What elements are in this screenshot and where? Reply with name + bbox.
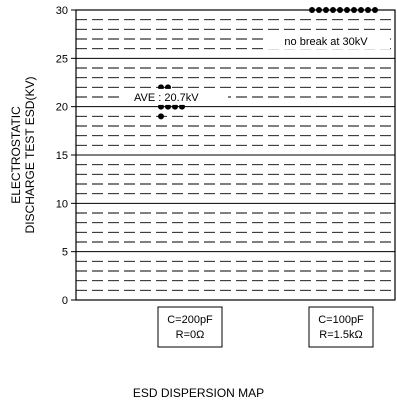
y-axis-label-line: ELECTROSTATIC <box>9 106 23 204</box>
y-tick-label: 30 <box>56 5 68 17</box>
y-tick-label: 20 <box>56 102 68 114</box>
data-point <box>179 103 185 110</box>
data-point <box>358 7 364 13</box>
annotation-background <box>264 33 390 49</box>
data-point <box>316 7 322 13</box>
y-tick-label: 5 <box>62 247 68 259</box>
category-box <box>308 306 374 348</box>
y-tick-label: 10 <box>56 198 68 210</box>
y-tick-label: 15 <box>56 150 68 162</box>
y-axis-label-line: DISCHARGE TEST ESD(KV) <box>23 77 37 234</box>
data-point <box>351 7 357 13</box>
data-point <box>165 103 171 110</box>
y-tick-label: 0 <box>62 295 68 307</box>
category-box <box>157 306 223 348</box>
annotation-background <box>124 88 228 105</box>
category-label-line: R=1.5kΩ <box>319 329 362 341</box>
average-annotation: AVE : 20.7kV <box>134 92 199 104</box>
y-axis-label: ELECTROSTATIC DISCHARGE TEST ESD(KV) <box>9 77 37 234</box>
data-point <box>158 113 164 120</box>
chart-title: ESD DISPERSION MAP <box>132 386 265 400</box>
category-labels: C=200pF R=0Ω C=100pF R=1.5kΩ <box>157 306 374 348</box>
data-point <box>158 84 164 91</box>
category-label-line: C=100pF <box>318 314 364 326</box>
data-point <box>158 103 164 110</box>
data-point <box>330 7 336 13</box>
no-break-annotation: no break at 30kV <box>284 36 368 48</box>
category-label-line: R=0Ω <box>176 329 205 341</box>
data-point <box>344 7 350 13</box>
y-tick-label: 25 <box>56 53 68 65</box>
data-point <box>165 84 171 91</box>
data-point <box>309 7 315 13</box>
data-point <box>172 103 178 110</box>
data-point <box>372 7 378 13</box>
data-point <box>323 7 329 13</box>
y-axis: 0 5 10 15 20 25 30 <box>56 5 76 307</box>
grid-lines <box>76 19 395 291</box>
data-point <box>337 7 343 13</box>
data-point <box>365 7 371 13</box>
annotations: AVE : 20.7kV no break at 30kV <box>124 33 390 105</box>
category-label-line: C=200pF <box>167 314 213 326</box>
